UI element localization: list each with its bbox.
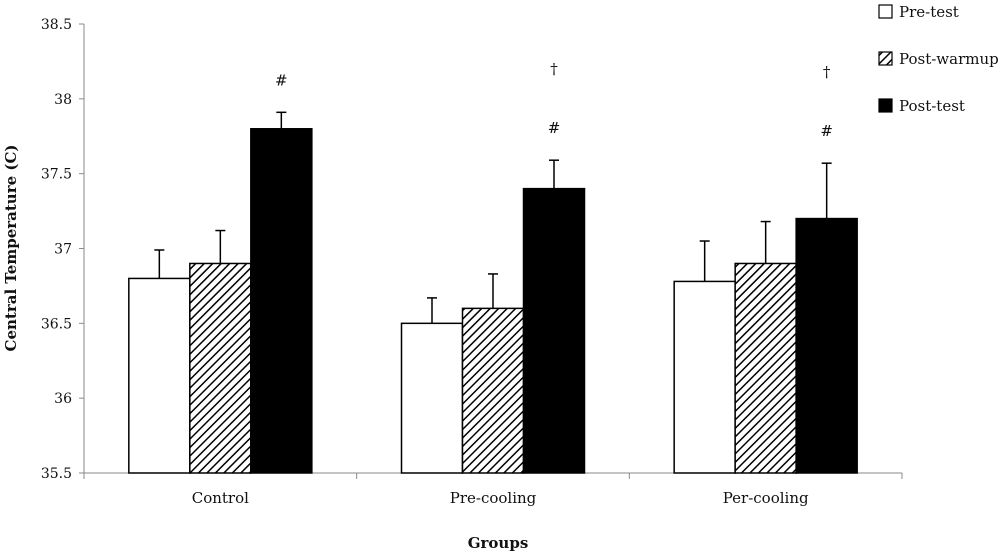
bar-post-test-control	[250, 128, 313, 474]
x-tick-label: Pre-cooling	[450, 489, 537, 507]
y-axis-title: Central Temperature (C)	[2, 144, 20, 351]
annotations: # # † # †	[275, 60, 833, 140]
axes: 35.5 36 36.5 37 37.5 38 38.5 Control Pre-cooling…	[41, 17, 903, 507]
y-tick-label: 38	[54, 92, 72, 108]
y-tick-label: 35.5	[41, 466, 72, 482]
y-tick-label: 36	[54, 391, 72, 407]
bar-post-warmup-control	[189, 262, 252, 474]
significance-marker: #	[275, 71, 288, 89]
significance-marker: #	[548, 119, 561, 137]
y-tick-label: 37	[54, 242, 72, 258]
legend-swatch	[878, 4, 893, 19]
error-bars	[154, 111, 832, 324]
significance-marker: #	[820, 122, 833, 140]
legend-swatch	[878, 98, 893, 113]
bar-post-test-pre-cooling	[522, 187, 586, 474]
x-tick-label: Per-cooling	[723, 489, 809, 507]
bar-pre-test-control	[128, 277, 191, 474]
significance-marker: †	[823, 63, 831, 81]
x-axis-title: Groups	[468, 534, 529, 552]
legend-label: Post-warmup	[899, 50, 999, 68]
bar-pre-test-per-cooling	[673, 280, 736, 474]
y-tick-label: 36.5	[41, 316, 72, 332]
y-tick-label: 37.5	[41, 167, 72, 183]
significance-marker: †	[550, 60, 558, 78]
legend-label: Pre-test	[899, 3, 959, 21]
bar-post-warmup-per-cooling	[734, 262, 797, 474]
bar-post-warmup-pre-cooling	[461, 307, 525, 474]
legend-swatch	[878, 51, 893, 66]
y-tick-label: 38.5	[41, 17, 72, 33]
legend-label: Post-test	[899, 97, 965, 115]
bar-post-test-per-cooling	[795, 217, 858, 474]
x-tick-label: Control	[192, 489, 249, 507]
bars	[128, 128, 858, 474]
legend: Pre-test Post-warmup Post-test	[878, 3, 999, 115]
bar-pre-test-pre-cooling	[400, 322, 464, 474]
